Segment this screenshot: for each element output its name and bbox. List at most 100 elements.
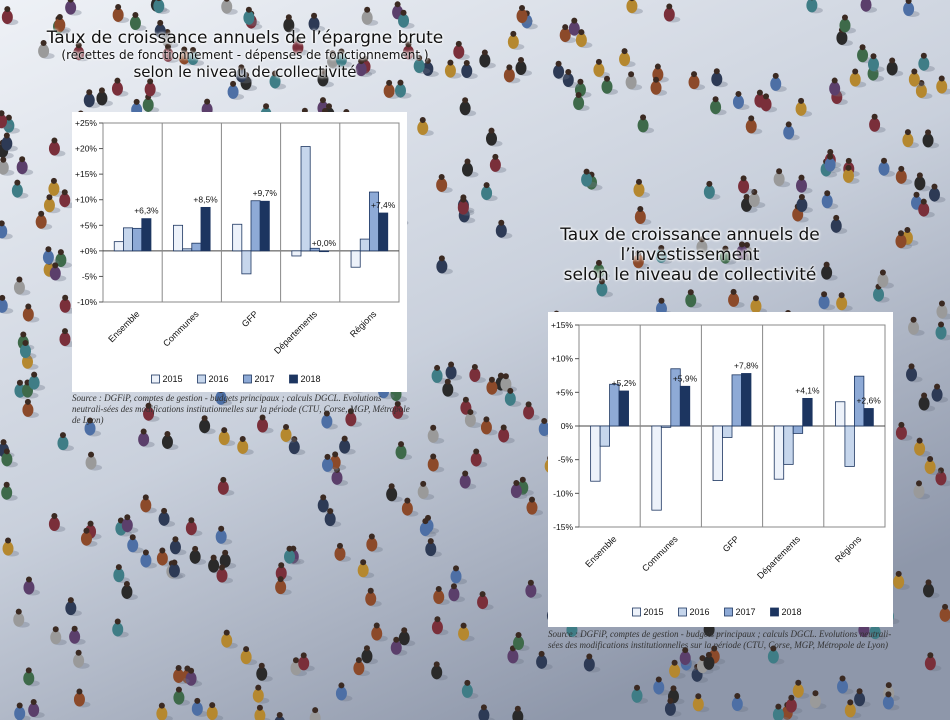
crowd-head xyxy=(16,379,23,386)
crowd-head xyxy=(682,647,689,654)
crowd-person xyxy=(427,457,439,472)
crowd-person xyxy=(902,133,914,148)
crowd-person xyxy=(878,161,890,176)
crowd-person xyxy=(142,97,154,112)
crowd-head xyxy=(541,417,548,424)
crowd-person xyxy=(112,622,124,637)
crowd-head xyxy=(278,562,285,569)
crowd-head xyxy=(904,129,911,136)
crowd-head xyxy=(488,127,495,134)
crowd-person xyxy=(478,708,490,720)
crowd-head xyxy=(147,78,154,85)
crowd-head xyxy=(159,547,166,554)
crowd-person xyxy=(895,234,907,249)
crowd-head xyxy=(222,549,229,556)
legend-label: 2018 xyxy=(782,607,802,617)
crowd-person xyxy=(73,46,85,61)
crowd-person xyxy=(513,636,525,651)
crowd-head xyxy=(16,702,23,709)
crowd-head xyxy=(98,87,105,94)
crowd-head xyxy=(915,480,922,487)
crowd-head xyxy=(447,59,454,66)
crowd-head xyxy=(123,580,130,587)
crowd-person xyxy=(601,79,613,94)
crowd-person xyxy=(283,18,295,33)
crowd-person xyxy=(626,0,638,14)
crowd-head xyxy=(785,121,792,128)
crowd-person xyxy=(436,177,448,192)
crowd-person xyxy=(0,160,9,175)
crowd-head xyxy=(519,5,526,12)
crowd-person xyxy=(19,344,31,359)
crowd-person xyxy=(49,266,61,281)
crowd-head xyxy=(87,417,94,424)
crowd-head xyxy=(283,423,290,430)
crowd-head xyxy=(502,373,509,380)
crowd-person xyxy=(23,580,35,595)
crowd-head xyxy=(506,64,513,71)
crowd-head xyxy=(285,14,292,21)
crowd-person xyxy=(221,633,233,648)
crowd-person xyxy=(914,441,926,456)
crowd-person xyxy=(844,703,856,718)
crowd-head xyxy=(730,288,737,295)
crowd-person xyxy=(688,75,700,90)
crowd-head xyxy=(300,652,307,659)
chart2-source-line2: sées des modifications institutionnelles… xyxy=(548,640,888,650)
crowd-person xyxy=(243,10,255,25)
crowd-head xyxy=(0,156,7,163)
legend-swatch xyxy=(151,374,160,384)
crowd-head xyxy=(194,697,201,704)
legend-swatch xyxy=(632,607,641,617)
crowd-head xyxy=(157,19,164,26)
crowd-person xyxy=(679,651,691,666)
crowd-head xyxy=(628,71,635,78)
crowd-head xyxy=(46,194,53,201)
bar-2015 xyxy=(590,425,601,482)
crowd-head xyxy=(841,14,848,21)
crowd-head xyxy=(332,451,339,458)
crowd-head xyxy=(695,693,702,700)
chart2-source: Source : DGFiP, comptes de gestion - bud… xyxy=(548,629,918,651)
crowd-person xyxy=(11,183,23,198)
crowd-person xyxy=(818,295,830,310)
y-tick-label: +15% xyxy=(551,320,573,330)
crowd-person xyxy=(935,471,947,486)
crowd-head xyxy=(129,534,136,541)
crowd-person xyxy=(936,304,948,319)
crowd-head xyxy=(223,629,230,636)
crowd-head xyxy=(201,415,208,422)
crowd-person xyxy=(422,61,434,76)
bar-2015 xyxy=(651,425,662,511)
bar-2015 xyxy=(350,250,361,268)
crowd-person xyxy=(59,193,71,208)
crowd-person xyxy=(500,377,512,392)
crowd-head xyxy=(209,702,216,709)
crowd-head xyxy=(885,691,892,698)
crowd-person xyxy=(361,649,373,664)
crowd-person xyxy=(936,79,948,94)
crowd-person xyxy=(877,273,889,288)
crowd-person xyxy=(824,157,836,172)
crowd-head xyxy=(52,262,59,269)
crowd-head xyxy=(115,564,122,571)
crowd-head xyxy=(61,328,68,335)
crowd-head xyxy=(398,441,405,448)
crowd-head xyxy=(50,177,57,184)
crowd-person xyxy=(663,7,675,22)
bar-2016 xyxy=(359,238,370,252)
crowd-head xyxy=(838,292,845,299)
crowd-person xyxy=(355,62,367,77)
crowd-person xyxy=(711,72,723,87)
crowd-person xyxy=(0,298,8,313)
bar-2015 xyxy=(835,401,846,427)
crowd-head xyxy=(25,576,32,583)
chart1-svg: -10% -5% +0% +5% +10% +15% +20% +25% +6,3% Ensemb… xyxy=(75,118,400,384)
crowd-head xyxy=(51,137,58,144)
crowd-head xyxy=(210,554,217,561)
crowd-head xyxy=(117,517,124,524)
chart1-panel: -10% -5% +0% +5% +10% +15% +20% +25% +6,3% Ensemb… xyxy=(72,112,407,392)
crowd-head xyxy=(161,507,168,514)
crowd-person xyxy=(127,538,139,553)
crowd-person xyxy=(13,280,25,295)
